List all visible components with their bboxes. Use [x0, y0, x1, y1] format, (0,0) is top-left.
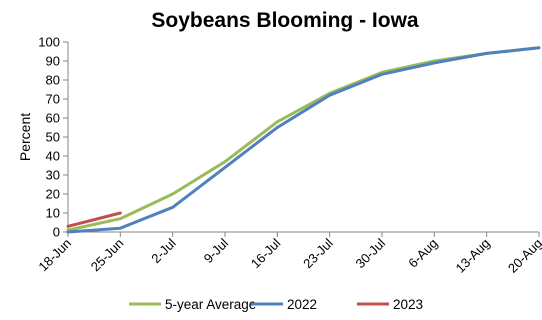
x-tick-label: 16-Jul	[248, 235, 284, 271]
y-tick-label: 10	[46, 206, 60, 221]
y-tick-label: 50	[46, 130, 60, 145]
y-tick-label: 100	[38, 35, 60, 50]
y-tick-label: 90	[46, 54, 60, 69]
x-tick-label: 2-Jul	[148, 235, 179, 266]
chart-title: Soybeans Blooming - Iowa	[151, 9, 419, 32]
x-tick-label: 6-Aug	[405, 236, 440, 271]
legend: 5-year Average 2022 2023	[129, 297, 423, 312]
y-tick-label: 30	[46, 168, 60, 183]
x-tick-label: 18-Jun	[35, 236, 74, 275]
x-tick-label: 13-Aug	[453, 236, 493, 276]
x-tick-label: 23-Jul	[300, 235, 336, 271]
y-tick-label: 80	[46, 73, 60, 88]
legend-label-2: 2023	[393, 297, 423, 312]
y-tick-label: 0	[53, 225, 60, 240]
y-axis-ticks: 0 10 20 30 40 50 60 70 80 90 100	[38, 35, 68, 240]
y-tick-label: 60	[46, 111, 60, 126]
legend-label-0: 5-year Average	[165, 297, 256, 312]
y-tick-label: 20	[46, 187, 60, 202]
series-line-1	[66, 46, 541, 234]
legend-label-1: 2022	[287, 297, 317, 312]
y-axis-label: Percent	[17, 113, 33, 161]
y-tick-label: 40	[46, 149, 60, 164]
x-tick-label: 9-Jul	[201, 235, 232, 266]
x-tick-label: 20-Aug	[505, 236, 542, 276]
series-line-2	[66, 211, 122, 228]
series-lines	[66, 46, 541, 234]
x-tick-label: 30-Jul	[352, 235, 388, 271]
series-line-0	[66, 46, 541, 232]
x-axis-ticks: 18-Jun 25-Jun 2-Jul 9-Jul 16-Jul 23-Jul 30-Jul…	[35, 232, 542, 276]
axes	[67, 42, 539, 233]
y-tick-label: 70	[46, 92, 60, 107]
x-tick-label: 25-Jun	[88, 236, 127, 275]
